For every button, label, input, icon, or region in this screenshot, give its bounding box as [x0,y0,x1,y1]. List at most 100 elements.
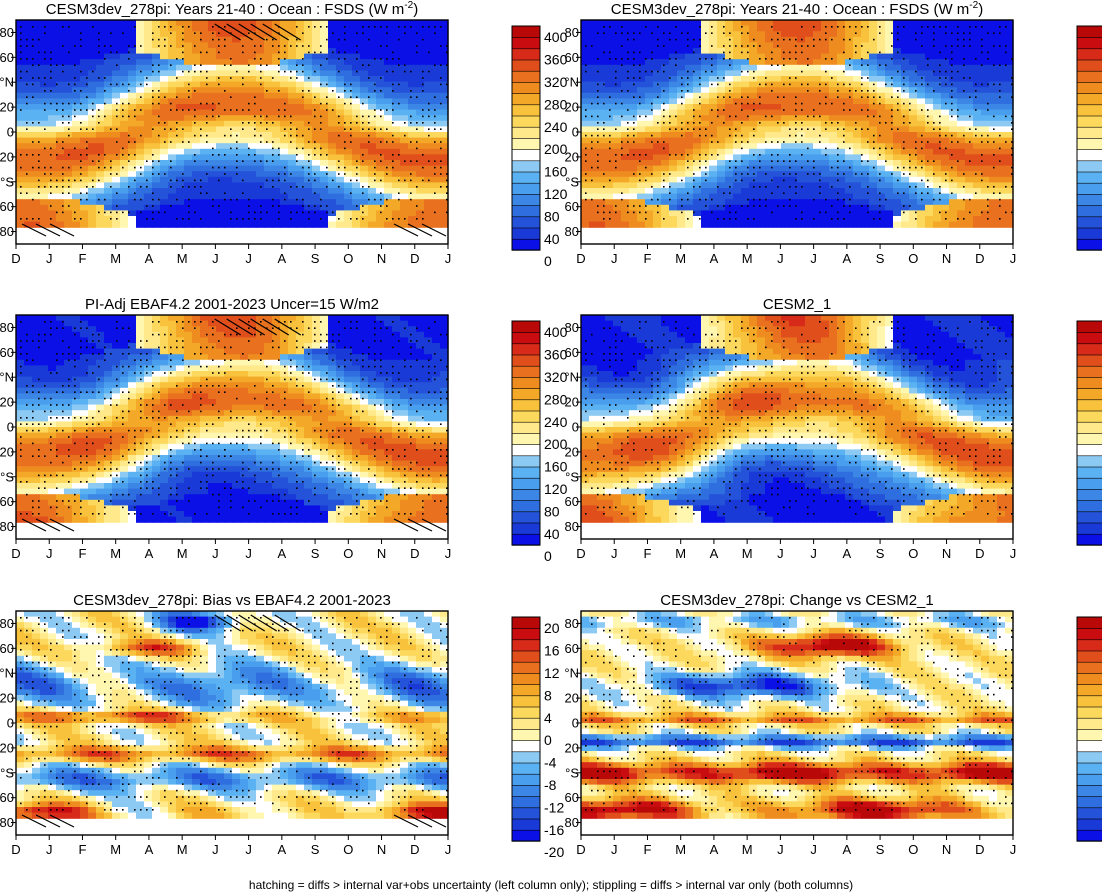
stipple-dot [314,141,316,143]
heatmap-cell [232,92,241,99]
heatmap-cell [48,109,57,116]
heatmap-cell [200,171,209,178]
heatmap-cell [741,148,750,155]
heatmap-cell [773,59,782,66]
heatmap-cell [336,176,345,183]
heatmap-cell [392,109,401,116]
heatmap-cell [376,53,385,60]
heatmap-cell [240,199,249,206]
heatmap-cell [112,165,121,172]
heatmap-cell [773,221,782,228]
heatmap-cell [232,59,241,66]
heatmap-cell [661,160,670,167]
heatmap-cell [144,199,153,206]
heatmap-cell [877,70,886,77]
heatmap-cell [685,120,694,127]
heatmap-cell [781,31,790,38]
heatmap-cell [216,25,225,32]
heatmap-cell [320,104,329,111]
heatmap-cell [416,216,425,223]
heatmap-cell [40,160,49,167]
heatmap-cell [677,199,686,206]
heatmap-cell [400,20,409,27]
heatmap-cell [336,137,345,144]
heatmap-cell [877,81,886,88]
heatmap-cell [773,76,782,83]
heatmap-cell [949,25,958,32]
colorbar-swatch [511,126,541,139]
heatmap-cell [400,182,409,189]
stipple-dot [272,205,274,207]
stipple-dot [266,141,268,143]
heatmap-cell [176,126,185,133]
heatmap-cell [232,115,241,122]
x-tick-label: N [377,251,386,266]
heatmap-cell [168,137,177,144]
heatmap-cell [144,120,153,127]
heatmap-cell [160,165,169,172]
stipple-dot [38,218,40,220]
stipple-dot [50,51,52,54]
stipple-dot [440,64,442,66]
heatmap-cell [973,42,982,49]
heatmap-cell [901,92,910,99]
heatmap-cell [128,193,137,200]
heatmap-cell [757,115,766,122]
heatmap-cell [693,115,702,122]
heatmap-cell [296,221,305,228]
heatmap-cell [416,98,425,105]
heatmap-cell [629,76,638,83]
heatmap-cell [829,221,838,228]
heatmap-cell [256,115,265,122]
heatmap-cell [829,126,838,133]
heatmap-cell [120,81,129,88]
heatmap-cell [917,104,926,111]
heatmap-cell [901,109,910,116]
heatmap-cell [869,120,878,127]
heatmap-cell [653,59,662,66]
heatmap-cell [645,42,654,49]
heatmap-cell [160,98,169,105]
heatmap-cell [957,188,966,195]
heatmap-cell [909,182,918,189]
heatmap-cell [40,176,49,183]
stipple-dot [146,160,148,162]
heatmap-cell [96,137,105,144]
heatmap-cell [328,204,337,211]
heatmap-cell [781,92,790,99]
heatmap-cell [88,87,97,94]
heatmap-cell [589,160,598,167]
heatmap-cell [424,87,433,94]
stipple-dot [284,45,286,47]
heatmap-cell [360,171,369,178]
heatmap-cell [232,98,241,105]
heatmap-cell [296,193,305,200]
heatmap-cell [72,53,81,60]
heatmap-cell [336,126,345,133]
stipple-dot [428,26,430,28]
heatmap-cell [701,193,710,200]
heatmap-cell [392,87,401,94]
heatmap-cell [216,70,225,77]
heatmap-cell [328,42,337,49]
heatmap-cell [933,188,942,195]
stipple-dot [248,109,250,111]
heatmap-cell [136,221,145,228]
heatmap-cell [208,154,217,161]
heatmap-cell [949,188,958,195]
heatmap-cell [208,176,217,183]
heatmap-cell [216,104,225,111]
stipple-dot [398,192,400,194]
heatmap-cell [48,104,57,111]
heatmap-cell [216,20,225,27]
heatmap-cell [965,132,974,139]
heatmap-cell [392,48,401,55]
heatmap-cell [104,132,113,139]
heatmap-cell [677,31,686,38]
heatmap-cell [853,148,862,155]
heatmap-cell [677,148,686,155]
stipple-dot [266,64,268,66]
stipple-dot [128,134,130,137]
heatmap-cell [280,109,289,116]
heatmap-cell [312,182,321,189]
